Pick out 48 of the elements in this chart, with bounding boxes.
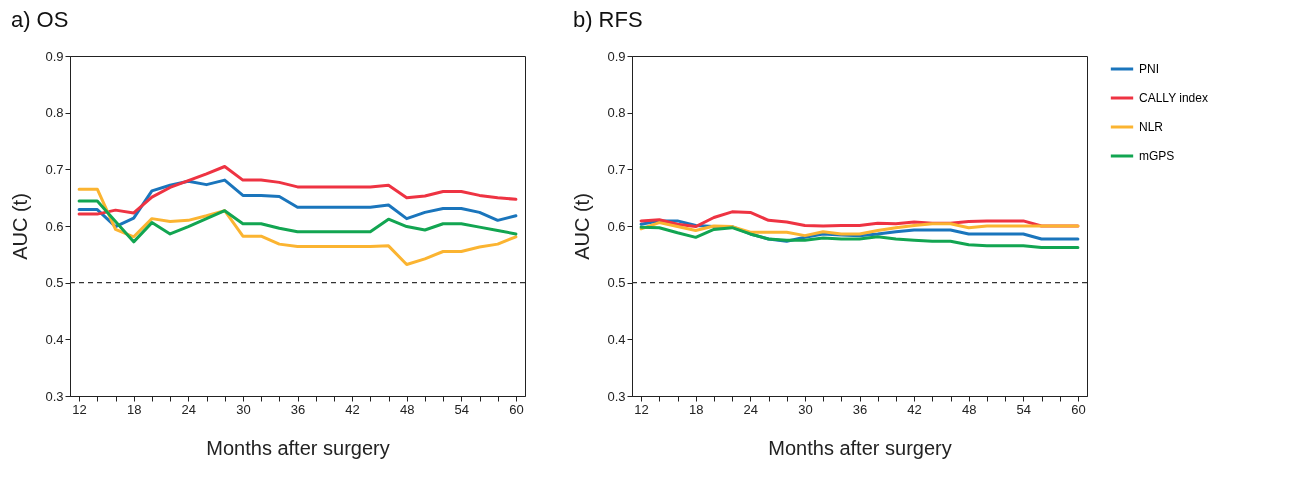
y-tick-label: 0.5 (607, 275, 626, 291)
line-series (77, 187, 518, 267)
y-tick-label: 0.4 (45, 331, 64, 347)
line-series (639, 225, 1080, 250)
x-tick-label: 42 (345, 401, 360, 417)
y-tick-label: 0.8 (45, 105, 64, 121)
y-tick-label: 0.9 (607, 48, 626, 64)
x-tick-label: 36 (852, 401, 868, 417)
y-axis-title: AUC (t) (9, 193, 32, 260)
x-tick-label: 48 (399, 401, 415, 417)
y-tick-label: 0.9 (45, 48, 64, 64)
x-tick-label: 24 (181, 401, 197, 417)
x-tick-label: 42 (907, 401, 922, 417)
x-tick-label: 30 (236, 401, 251, 417)
y-tick-label: 0.3 (45, 388, 64, 404)
x-tick-label: 60 (1071, 401, 1086, 417)
y-tick-label: 0.4 (607, 331, 626, 347)
line-series (77, 165, 518, 216)
x-tick-label: 60 (509, 401, 524, 417)
x-tick-label: 18 (688, 401, 704, 417)
line-series (77, 178, 518, 229)
x-tick-label: 18 (126, 401, 142, 417)
y-tick-label: 0.8 (607, 105, 626, 121)
legend-label: NLR (1139, 120, 1164, 134)
x-tick-label: 54 (454, 401, 470, 417)
x-tick-label: 12 (634, 401, 649, 417)
y-tick-label: 0.7 (45, 161, 64, 177)
x-tick-label: 54 (1016, 401, 1032, 417)
chart-title: a) OS (10, 7, 69, 32)
legend-label: mGPS (1139, 149, 1175, 163)
y-tick-label: 0.3 (607, 388, 626, 404)
x-tick-label: 30 (798, 401, 813, 417)
y-tick-label: 0.6 (607, 218, 626, 234)
y-tick-label: 0.7 (607, 161, 626, 177)
x-tick-label: 12 (72, 401, 87, 417)
chart-title: b) RFS (572, 7, 643, 32)
x-tick-label: 36 (290, 401, 306, 417)
legend-label: CALLY index (1139, 91, 1208, 105)
x-tick-label: 48 (961, 401, 977, 417)
line-series (77, 199, 518, 244)
y-tick-label: 0.5 (45, 275, 64, 291)
y-axis-title: AUC (t) (571, 193, 594, 260)
x-tick-label: 24 (743, 401, 759, 417)
x-axis-title: Months after surgery (206, 436, 390, 459)
y-tick-label: 0.6 (45, 218, 64, 234)
legend-label: PNI (1139, 62, 1160, 76)
x-axis-title: Months after surgery (768, 436, 952, 459)
line-series (639, 221, 1080, 238)
